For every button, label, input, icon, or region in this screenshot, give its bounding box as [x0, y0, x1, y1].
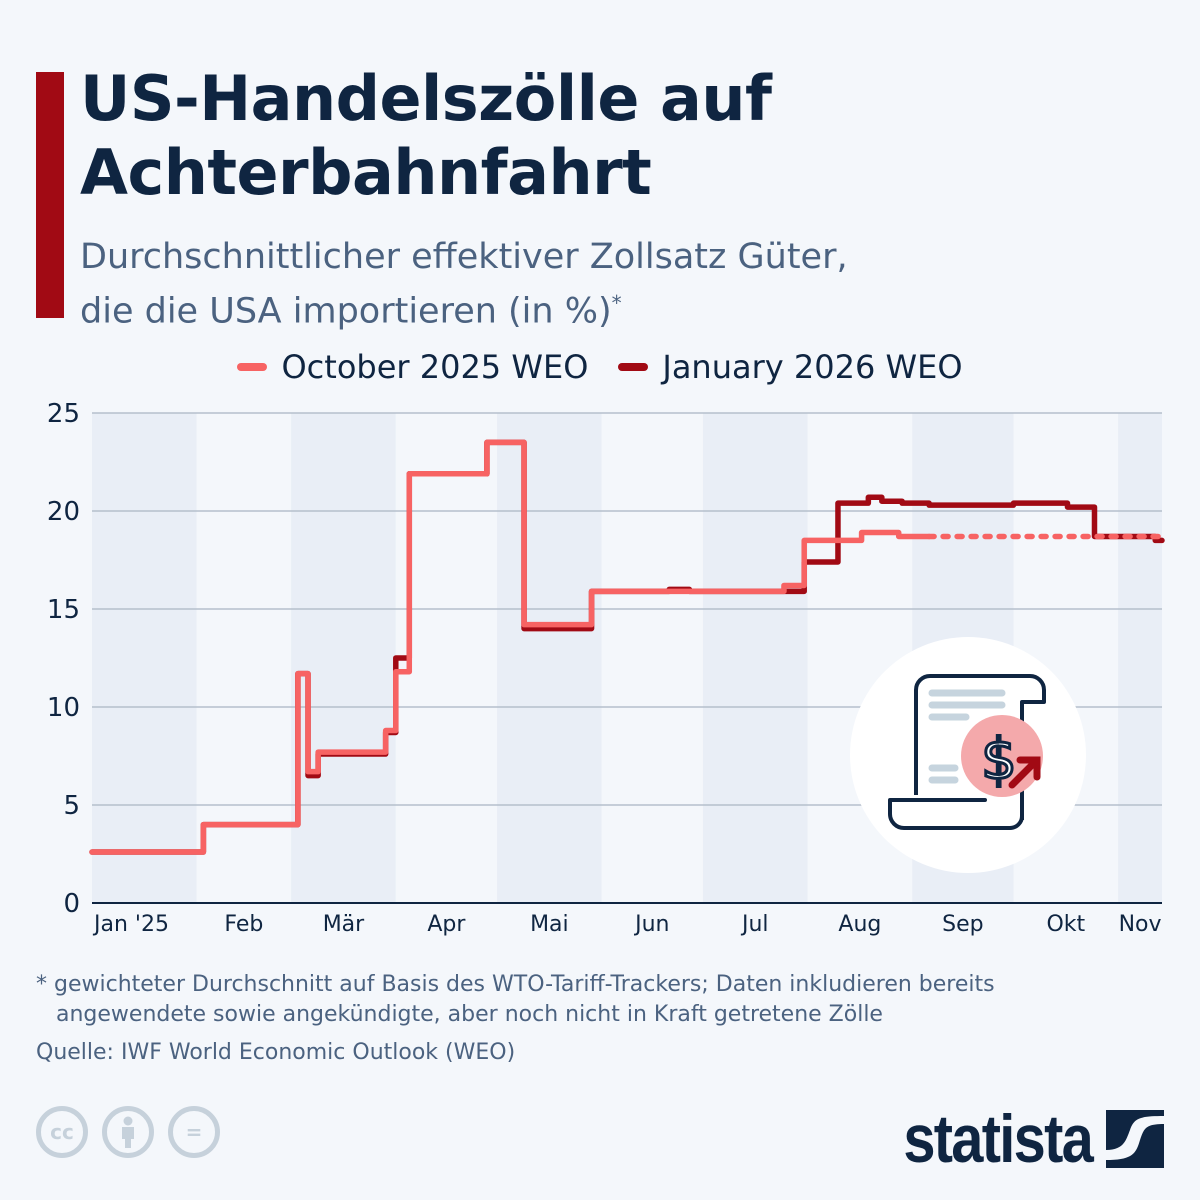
legend-label: October 2025 WEO	[281, 348, 589, 386]
legend: October 2025 WEO January 2026 WEO	[0, 348, 1200, 386]
no-derivatives-icon[interactable]: =	[168, 1106, 220, 1158]
legend-item-january: January 2026 WEO	[618, 348, 963, 386]
y-tick-label: 5	[63, 791, 80, 821]
subtitle: Durchschnittlicher effektiver Zollsatz G…	[80, 234, 848, 335]
month-band	[291, 413, 396, 903]
legend-swatch	[237, 363, 268, 371]
license-badges: cc =	[36, 1106, 220, 1158]
x-tick-label: Jan '25	[92, 912, 169, 937]
x-tick-label: Okt	[1046, 912, 1085, 937]
chart: 0 5 10 15 20 25 Jan '25 Feb Mär Apr Mai Jun Jul Aug S…	[47, 399, 1165, 937]
footnote: * gewichteter Durchschnitt auf Basis des…	[36, 970, 995, 1030]
x-tick-label: Mai	[530, 912, 569, 937]
month-band	[1118, 413, 1162, 903]
tariff-illustration-icon: $	[850, 637, 1086, 873]
page-title: US-Handelszölle auf Achterbahnfahrt	[80, 62, 772, 210]
x-tick-label: Aug	[838, 912, 881, 937]
x-tick-label: Jun	[633, 912, 669, 937]
footnote-line: * gewichteter Durchschnitt auf Basis des…	[36, 972, 995, 997]
attribution-icon[interactable]	[102, 1106, 154, 1158]
y-tick-label: 25	[47, 399, 80, 429]
statista-logo-icon	[1106, 1110, 1164, 1168]
y-tick-label: 10	[47, 693, 80, 723]
y-tick-label: 15	[47, 595, 80, 625]
title-line: US-Handelszölle auf	[80, 62, 772, 135]
y-tick-label: 20	[47, 497, 80, 527]
month-band	[196, 413, 292, 903]
subtitle-line: Durchschnittlicher effektiver Zollsatz G…	[80, 237, 848, 277]
footnote-mark: *	[611, 291, 622, 315]
legend-swatch	[618, 363, 649, 371]
statista-logo[interactable]: statista	[870, 1100, 1164, 1178]
month-band	[497, 413, 602, 903]
y-tick-label: 0	[63, 889, 80, 919]
subtitle-line: die die USA importieren (in %)	[80, 291, 612, 332]
month-band	[601, 413, 703, 903]
x-tick-label: Jul	[740, 912, 769, 937]
cc-icon[interactable]: cc	[36, 1106, 88, 1158]
series-line-0	[89, 439, 932, 855]
x-tick-label: Nov	[1119, 912, 1162, 937]
title-line: Achterbahnfahrt	[80, 136, 652, 209]
logo-text: statista	[903, 1101, 1093, 1177]
month-band	[92, 413, 197, 903]
legend-item-october: October 2025 WEO	[237, 348, 588, 386]
x-tick-label: Apr	[427, 912, 466, 937]
x-tick-label: Sep	[942, 912, 983, 937]
accent-bar	[36, 72, 64, 318]
legend-label: January 2026 WEO	[662, 348, 963, 386]
month-band	[395, 413, 498, 903]
x-tick-label: Feb	[224, 912, 263, 937]
source: Quelle: IWF World Economic Outlook (WEO)	[36, 1040, 516, 1065]
footnote-line: angewendete sowie angekündigte, aber noc…	[56, 1002, 883, 1027]
x-tick-label: Mär	[323, 912, 365, 937]
month-band	[702, 413, 808, 903]
